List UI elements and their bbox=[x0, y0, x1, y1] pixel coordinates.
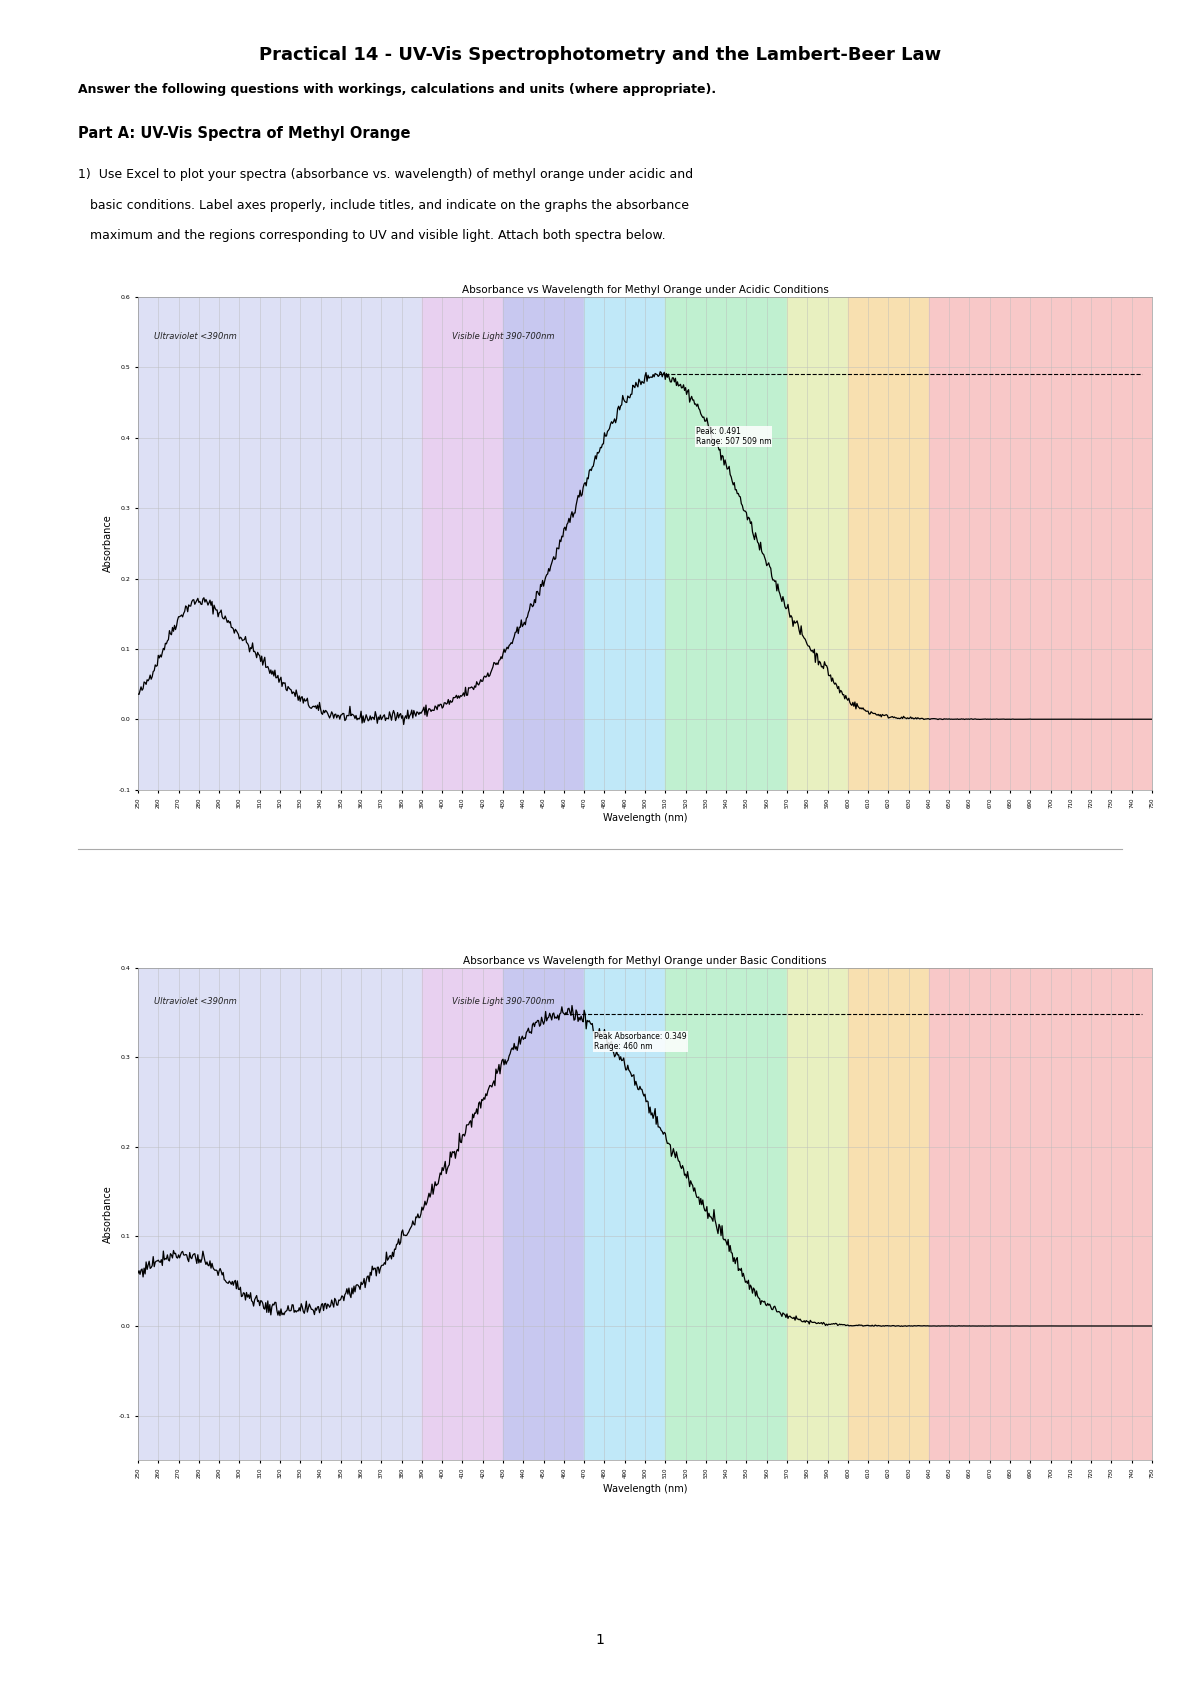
Bar bbox=[584, 297, 665, 790]
Bar bbox=[847, 968, 929, 1460]
Title: Absorbance vs Wavelength for Methyl Orange under Acidic Conditions: Absorbance vs Wavelength for Methyl Oran… bbox=[462, 285, 828, 295]
Text: 1)  Use Excel to plot your spectra (absorbance vs. wavelength) of methyl orange : 1) Use Excel to plot your spectra (absor… bbox=[78, 168, 694, 182]
Text: 1: 1 bbox=[595, 1633, 605, 1647]
Bar bbox=[584, 968, 665, 1460]
Bar bbox=[422, 297, 503, 790]
Text: Answer the following questions with workings, calculations and units (where appr: Answer the following questions with work… bbox=[78, 83, 716, 97]
Text: Visible Light 390-700nm: Visible Light 390-700nm bbox=[452, 333, 554, 341]
Bar bbox=[422, 968, 503, 1460]
Text: maximum and the regions corresponding to UV and visible light. Attach both spect: maximum and the regions corresponding to… bbox=[78, 229, 666, 243]
Bar bbox=[665, 297, 787, 790]
Text: basic conditions. Label axes properly, include titles, and indicate on the graph: basic conditions. Label axes properly, i… bbox=[78, 199, 689, 212]
Text: Peak Absorbance: 0.349
Range: 460 nm: Peak Absorbance: 0.349 Range: 460 nm bbox=[594, 1032, 686, 1051]
Bar bbox=[787, 297, 848, 790]
Bar bbox=[503, 297, 584, 790]
Bar bbox=[847, 297, 929, 790]
Bar bbox=[787, 968, 848, 1460]
Bar bbox=[929, 297, 1152, 790]
X-axis label: Wavelength (nm): Wavelength (nm) bbox=[602, 813, 688, 824]
Y-axis label: Absorbance: Absorbance bbox=[103, 514, 113, 572]
Bar bbox=[138, 968, 422, 1460]
Bar bbox=[665, 968, 787, 1460]
Y-axis label: Absorbance: Absorbance bbox=[103, 1185, 113, 1243]
Text: Part A: UV-Vis Spectra of Methyl Orange: Part A: UV-Vis Spectra of Methyl Orange bbox=[78, 126, 410, 141]
Text: Practical 14 - UV-Vis Spectrophotometry and the Lambert-Beer Law: Practical 14 - UV-Vis Spectrophotometry … bbox=[259, 46, 941, 65]
Text: Peak: 0.491
Range: 507 509 nm: Peak: 0.491 Range: 507 509 nm bbox=[696, 426, 772, 447]
Text: Ultraviolet <390nm: Ultraviolet <390nm bbox=[155, 997, 236, 1005]
Bar bbox=[929, 968, 1152, 1460]
Title: Absorbance vs Wavelength for Methyl Orange under Basic Conditions: Absorbance vs Wavelength for Methyl Oran… bbox=[463, 956, 827, 966]
Bar bbox=[138, 297, 422, 790]
X-axis label: Wavelength (nm): Wavelength (nm) bbox=[602, 1484, 688, 1494]
Bar bbox=[503, 968, 584, 1460]
Text: Visible Light 390-700nm: Visible Light 390-700nm bbox=[452, 997, 554, 1005]
Text: Ultraviolet <390nm: Ultraviolet <390nm bbox=[155, 333, 236, 341]
